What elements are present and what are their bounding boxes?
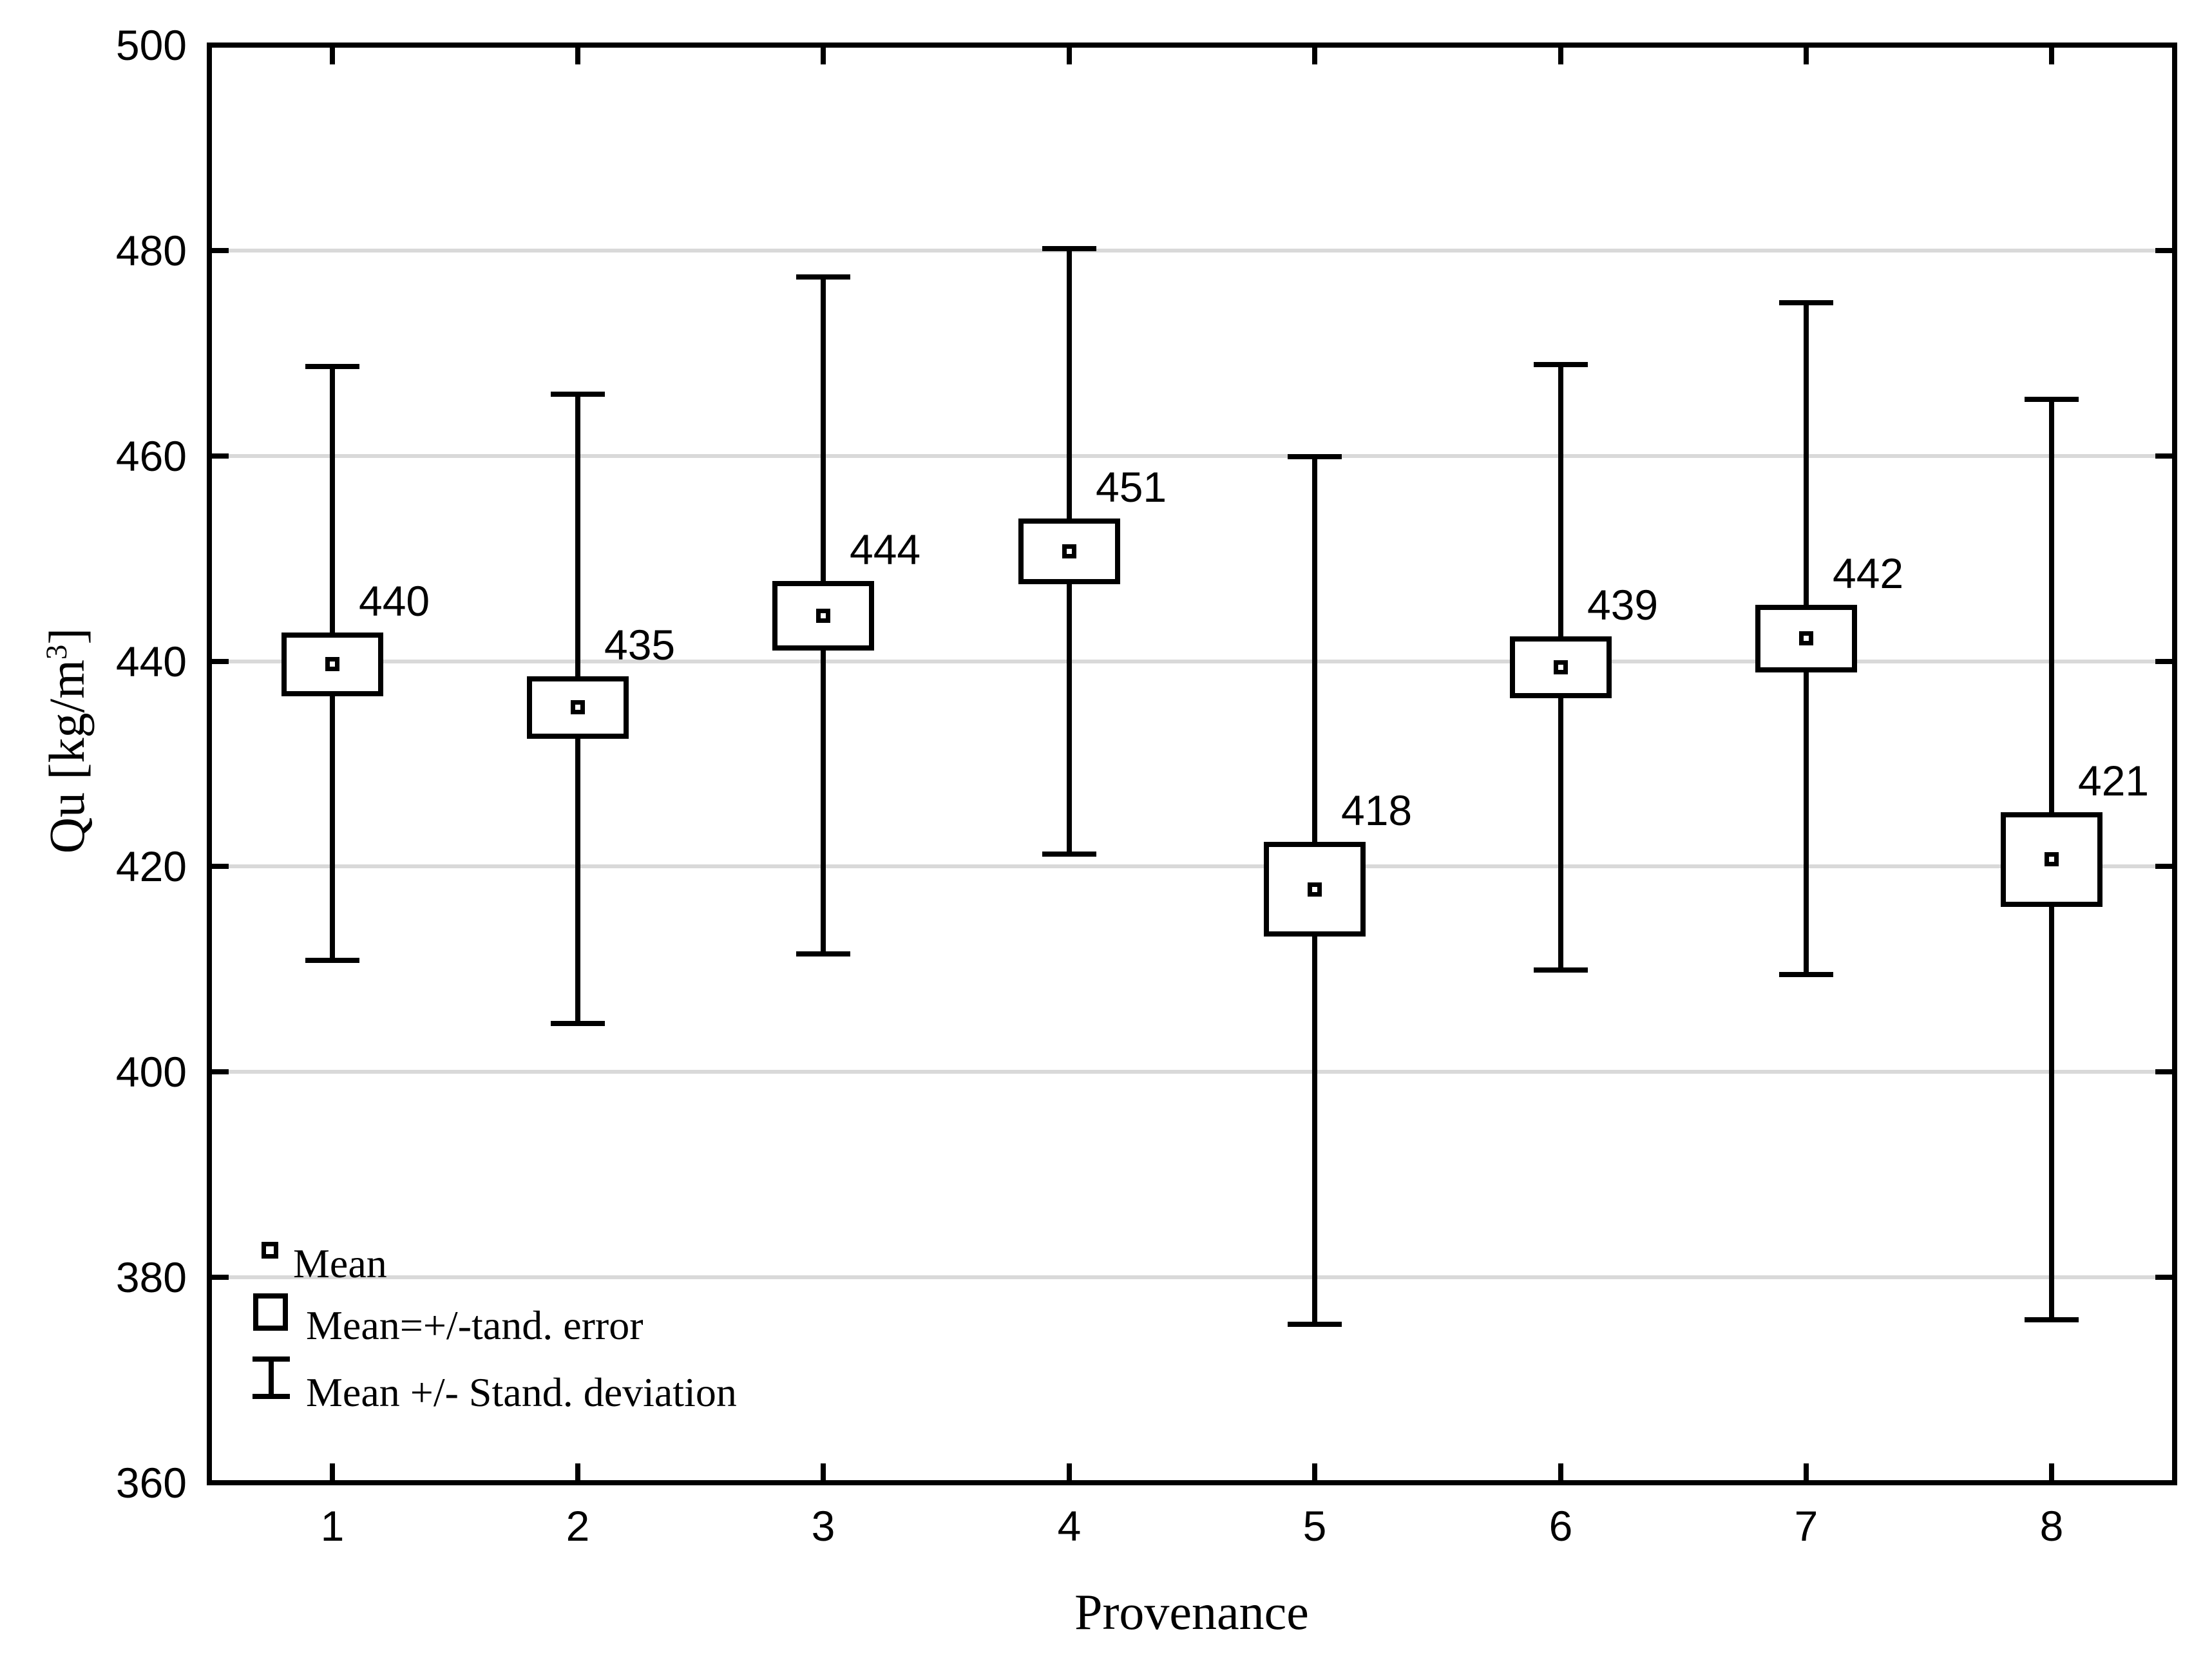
gridline-420 (212, 864, 2172, 868)
gridline-400 (212, 1070, 2172, 1074)
y-tick-right-440 (2155, 659, 2172, 664)
mean-value-label: 421 (2078, 757, 2150, 804)
mean-value-label: 418 (1341, 786, 1413, 834)
mean-marker (1799, 631, 1813, 645)
mean-value-label: 439 (1587, 581, 1659, 629)
mean-value-label: 440 (359, 577, 430, 625)
legend-label-sd: Mean +/- Stand. deviation (306, 1369, 737, 1415)
mean-value-label: 435 (604, 621, 676, 669)
y-tick-left-380 (212, 1275, 229, 1280)
y-tick-label-480: 480 (115, 227, 187, 274)
x-tick-bottom-6 (1558, 1463, 1563, 1480)
y-tick-left-400 (212, 1069, 229, 1074)
y-tick-label-400: 400 (115, 1048, 187, 1096)
sd-whisker-top-cap (796, 274, 850, 280)
sd-whisker-top-cap (1288, 454, 1342, 459)
y-tick-label-460: 460 (115, 432, 187, 480)
y-axis-title-main: Qu [kg/m (39, 660, 95, 854)
x-tick-bottom-1 (330, 1463, 335, 1480)
sd-whisker-top-cap (1779, 300, 1833, 305)
legend-sd-bottom-cap (253, 1394, 290, 1399)
x-tick-label-1: 1 (320, 1502, 345, 1550)
sd-whisker-top-cap (1534, 362, 1588, 367)
y-tick-label-360: 360 (115, 1459, 187, 1507)
x-tick-label-2: 2 (566, 1502, 590, 1550)
mean-marker (816, 609, 830, 623)
gridline-440 (212, 660, 2172, 663)
x-tick-top-4 (1067, 48, 1072, 64)
y-tick-left-480 (212, 248, 229, 253)
x-tick-bottom-8 (2049, 1463, 2054, 1480)
mean-marker (1554, 660, 1568, 674)
se-box (1510, 636, 1612, 698)
mean-marker (1308, 882, 1322, 897)
x-tick-label-5: 5 (1302, 1502, 1327, 1550)
x-tick-bottom-2 (575, 1463, 580, 1480)
y-tick-right-420 (2155, 864, 2172, 869)
y-tick-left-420 (212, 864, 229, 869)
x-tick-label-8: 8 (2039, 1502, 2064, 1550)
legend-mean-marker-icon (262, 1242, 278, 1259)
x-tick-top-8 (2049, 48, 2054, 64)
mean-marker (1062, 544, 1076, 558)
x-tick-top-2 (575, 48, 580, 64)
x-tick-label-3: 3 (811, 1502, 835, 1550)
mean-value-label: 451 (1096, 463, 1167, 511)
legend-sd-whisker-icon (253, 1356, 290, 1399)
y-tick-label-440: 440 (115, 638, 187, 685)
y-tick-label-500: 500 (115, 21, 187, 69)
x-tick-bottom-3 (821, 1463, 826, 1480)
legend-sd-line (269, 1356, 274, 1399)
gridline-460 (212, 454, 2172, 458)
mean-value-label: 442 (1833, 549, 1904, 597)
x-tick-label-6: 6 (1549, 1502, 1573, 1550)
sd-whisker-top-cap (551, 392, 605, 397)
x-tick-bottom-4 (1067, 1463, 1072, 1480)
mean-value-label: 444 (850, 526, 921, 573)
y-tick-right-480 (2155, 248, 2172, 253)
legend-se-box-icon (253, 1293, 288, 1331)
legend-label-mean: Mean (293, 1241, 387, 1286)
x-tick-top-5 (1312, 48, 1317, 64)
x-axis-title: Provenance (1074, 1584, 1309, 1640)
y-tick-left-440 (212, 659, 229, 664)
x-tick-label-7: 7 (1794, 1502, 1818, 1550)
sd-whisker-bottom-cap (796, 951, 850, 956)
sd-whisker-bottom-cap (1288, 1322, 1342, 1327)
plot-frame (207, 43, 2177, 1485)
sd-whisker-top-cap (1042, 246, 1096, 251)
sd-whisker-top-cap (2025, 397, 2079, 402)
x-tick-top-3 (821, 48, 826, 64)
y-tick-right-460 (2155, 453, 2172, 459)
sd-whisker-bottom-cap (1534, 967, 1588, 973)
sd-whisker-bottom-cap (551, 1021, 605, 1026)
mean-marker (2045, 852, 2059, 866)
y-tick-label-420: 420 (115, 842, 187, 890)
mean-marker (571, 700, 585, 714)
sd-whisker-bottom-cap (1042, 852, 1096, 857)
sd-whisker-bottom-cap (1779, 972, 1833, 977)
legend-label-se: Mean=+/-tand. error (306, 1302, 644, 1348)
x-tick-label-4: 4 (1057, 1502, 1082, 1550)
y-tick-label-380: 380 (115, 1253, 187, 1301)
x-tick-bottom-5 (1312, 1463, 1317, 1480)
x-tick-top-7 (1804, 48, 1809, 64)
y-tick-right-380 (2155, 1275, 2172, 1280)
sd-whisker-bottom-cap (305, 958, 359, 963)
sd-whisker-top-cap (305, 364, 359, 369)
y-axis-title-sup: 3 (40, 644, 73, 660)
gridline-380 (212, 1275, 2172, 1279)
x-tick-top-1 (330, 48, 335, 64)
x-tick-top-6 (1558, 48, 1563, 64)
x-tick-bottom-7 (1804, 1463, 1809, 1480)
sd-whisker-bottom-cap (2025, 1317, 2079, 1322)
y-axis-title: Qu [kg/m3] (28, 547, 95, 934)
y-tick-left-460 (212, 453, 229, 459)
mean-marker (325, 657, 339, 671)
y-axis-title-close: ] (39, 627, 95, 645)
y-tick-right-400 (2155, 1069, 2172, 1074)
gridline-480 (212, 249, 2172, 252)
